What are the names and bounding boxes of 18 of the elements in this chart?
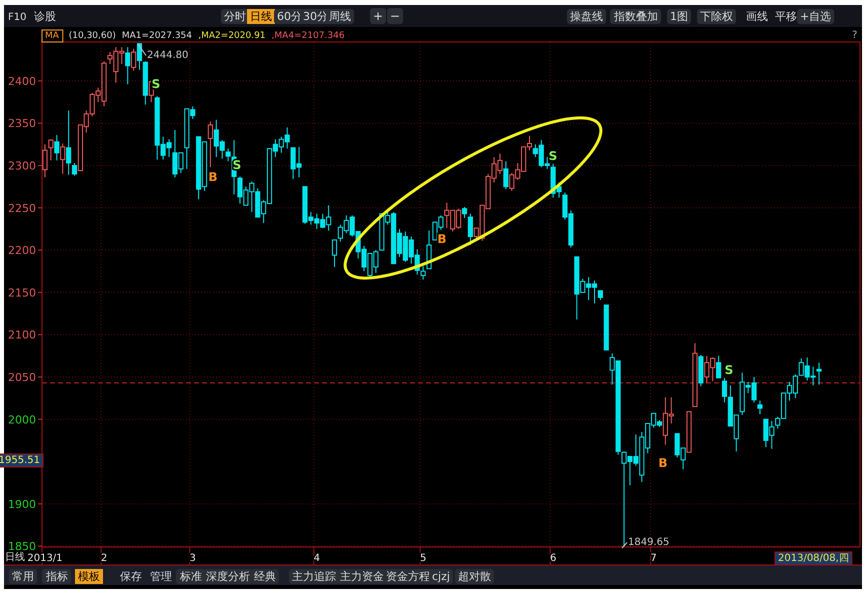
x-tick-label: 6 — [550, 553, 556, 564]
y-tick-label: 2350 — [8, 117, 36, 130]
y-tick-label: 1900 — [8, 498, 36, 511]
annotation: 1849.65 — [628, 537, 670, 548]
x-tick-label: 2 — [100, 553, 108, 564]
y-tick-label: 2000 — [8, 413, 36, 426]
y-tick-label: 2100 — [8, 328, 36, 342]
y-tick-label: 2250 — [8, 202, 36, 215]
annotation: 2444.80 — [147, 50, 188, 61]
y-tick-label: 2200 — [8, 244, 36, 258]
x-tick-label: 5 — [420, 553, 426, 564]
x-tick-label: 3 — [189, 553, 196, 564]
y-tick-label: 2300 — [8, 160, 36, 172]
y-tick-label: 2400 — [8, 74, 36, 88]
x-tick-label: 4 — [314, 553, 320, 564]
y-tick-label: 2050 — [8, 370, 36, 384]
x-tick-label: 7 — [650, 553, 657, 564]
y-tick-label: 2150 — [8, 286, 36, 300]
